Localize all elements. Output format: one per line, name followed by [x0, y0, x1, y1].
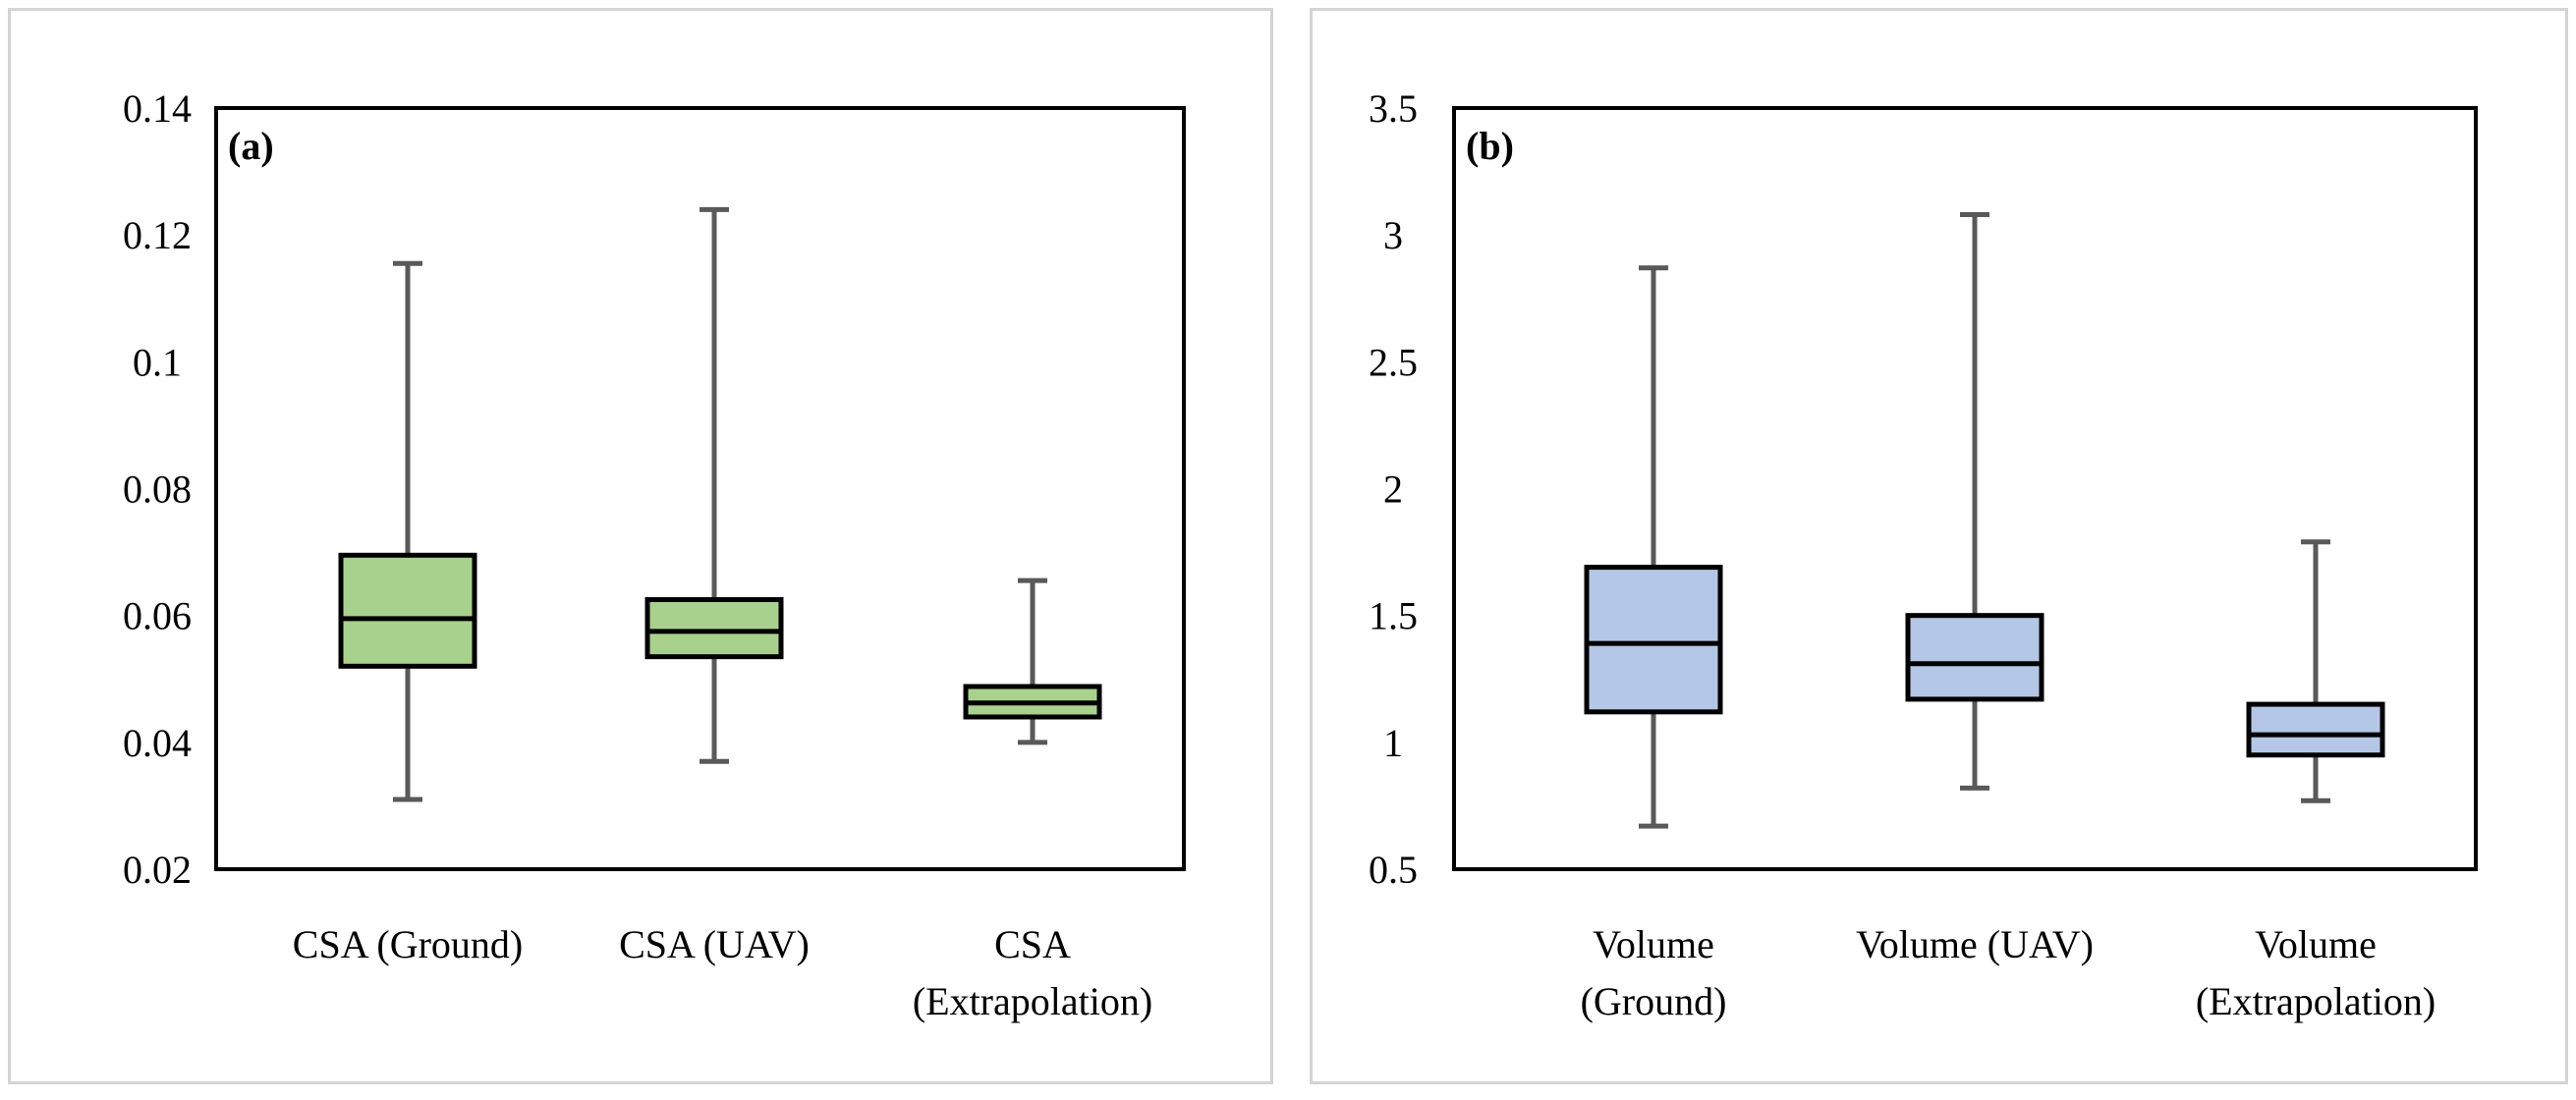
box-1 [338, 260, 477, 802]
panel-b-chart: (b) 0.5 1 1.5 2 2.5 3 3.5 Volume (Ground) Volume (… [1369, 86, 2478, 1023]
box-1 [1584, 265, 1723, 829]
x-category-label: Volume [1593, 922, 1714, 966]
y-tick-label: 2.5 [1369, 340, 1418, 384]
y-tick-label: 0.14 [123, 86, 192, 131]
y-tick-label: 0.02 [123, 848, 192, 892]
y-tick-label: 0.06 [123, 594, 192, 638]
iqr-box [1905, 613, 2044, 702]
panel-a-frame [8, 8, 1273, 1084]
box-2 [644, 206, 784, 764]
y-tick-label: 0.12 [123, 213, 192, 257]
x-category-label: Volume [2255, 922, 2377, 966]
panel-b-frame [1310, 8, 2568, 1084]
box-2 [1905, 212, 2044, 791]
y-tick-label: 3.5 [1369, 86, 1418, 131]
panel-label: (b) [1466, 124, 1514, 168]
y-tick-label: 0.08 [123, 468, 192, 512]
iqr-box [2246, 701, 2385, 758]
x-category-label: (Extrapolation) [913, 979, 1152, 1023]
plot-area-border [1452, 106, 2478, 871]
y-tick-label: 0.1 [133, 340, 182, 384]
y-tick-label: 1.5 [1369, 594, 1418, 638]
y-tick-label: 0.5 [1369, 848, 1418, 892]
x-category-label: CSA (Ground) [293, 922, 523, 966]
y-tick-label: 3 [1383, 213, 1403, 257]
box-3 [2246, 539, 2385, 803]
x-category-label: CSA [994, 922, 1071, 966]
iqr-box [1584, 565, 1723, 715]
iqr-box [338, 552, 477, 669]
panel-a-chart: (a) 0.02 0.04 0.06 0.08 0.1 0.12 0.14 CSA (Groun… [123, 86, 1186, 1023]
y-tick-label: 1 [1383, 721, 1403, 765]
y-tick-label: 0.04 [123, 721, 192, 765]
plot-area-border [214, 106, 1186, 871]
x-category-label: (Ground) [1581, 979, 1727, 1023]
box-3 [963, 578, 1102, 745]
panel-label: (a) [228, 124, 274, 168]
x-category-label: CSA (UAV) [619, 922, 810, 966]
y-tick-label: 2 [1383, 468, 1403, 512]
iqr-box [644, 597, 784, 660]
x-category-label: (Extrapolation) [2196, 979, 2436, 1023]
x-category-label: Volume (UAV) [1856, 922, 2094, 966]
